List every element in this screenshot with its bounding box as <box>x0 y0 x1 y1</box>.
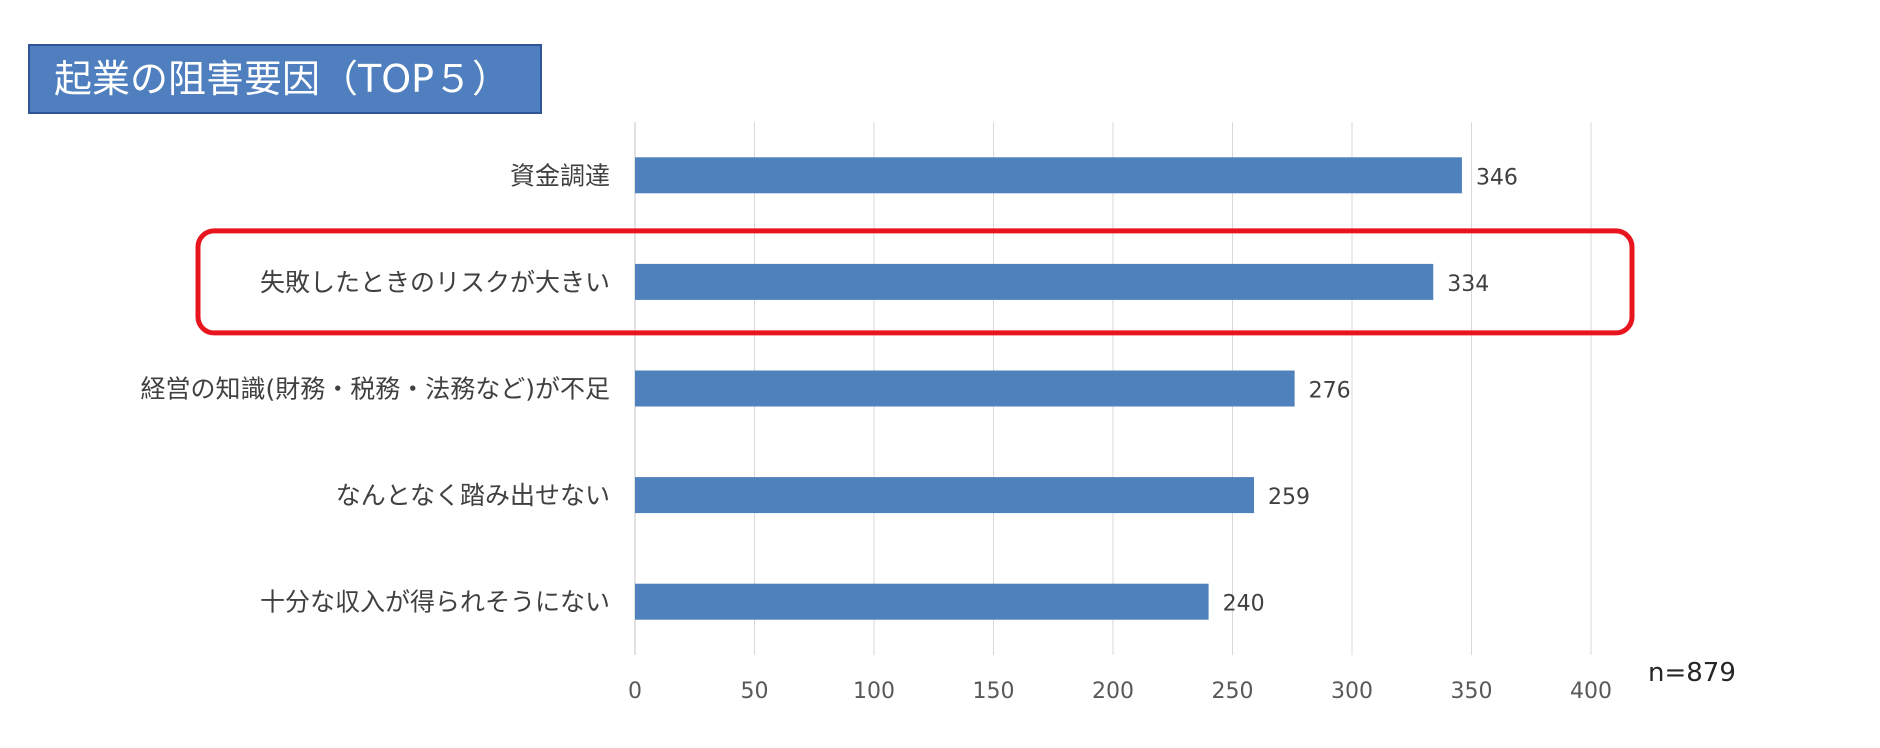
x-tick-label: 0 <box>628 679 642 704</box>
bar <box>635 370 1295 407</box>
category-label: なんとなく踏み出せない <box>336 481 610 510</box>
category-label: 資金調達 <box>510 161 610 190</box>
bar <box>635 157 1462 194</box>
data-label: 240 <box>1223 592 1265 617</box>
x-tick-label: 400 <box>1570 679 1612 704</box>
category-labels: 資金調達失敗したときのリスクが大きい経営の知識(財務・税務・法務など)が不足なん… <box>140 161 610 616</box>
highlight-box <box>195 228 1635 336</box>
data-label: 276 <box>1309 379 1351 404</box>
category-label: 経営の知識(財務・税務・法務など)が不足 <box>140 375 610 404</box>
x-tick-label: 100 <box>853 679 895 704</box>
highlight-group <box>195 228 1635 336</box>
bar <box>635 477 1255 514</box>
x-tick-label: 250 <box>1212 679 1254 704</box>
x-tick-label: 300 <box>1331 679 1373 704</box>
bar <box>635 583 1209 620</box>
data-label: 259 <box>1268 485 1310 510</box>
bar <box>635 263 1434 300</box>
x-tick-labels: 0 50 100 150 200 250 300 350 400 <box>628 679 1612 704</box>
data-label: 334 <box>1447 272 1489 297</box>
chart-title: 起業の阻害要因（TOP５） <box>28 44 542 114</box>
x-tick-label: 350 <box>1451 679 1493 704</box>
data-label: 346 <box>1476 165 1518 190</box>
data-labels: 346 334 276 259 240 <box>1223 165 1518 616</box>
x-tick-label: 200 <box>1092 679 1134 704</box>
bars <box>635 157 1462 620</box>
x-tick-label: 50 <box>741 679 769 704</box>
category-label: 十分な収入が得られそうにない <box>260 588 610 617</box>
category-label: 失敗したときのリスクが大きい <box>260 268 610 297</box>
x-tick-label: 150 <box>973 679 1015 704</box>
sample-size-note: n=879 <box>1648 658 1736 688</box>
